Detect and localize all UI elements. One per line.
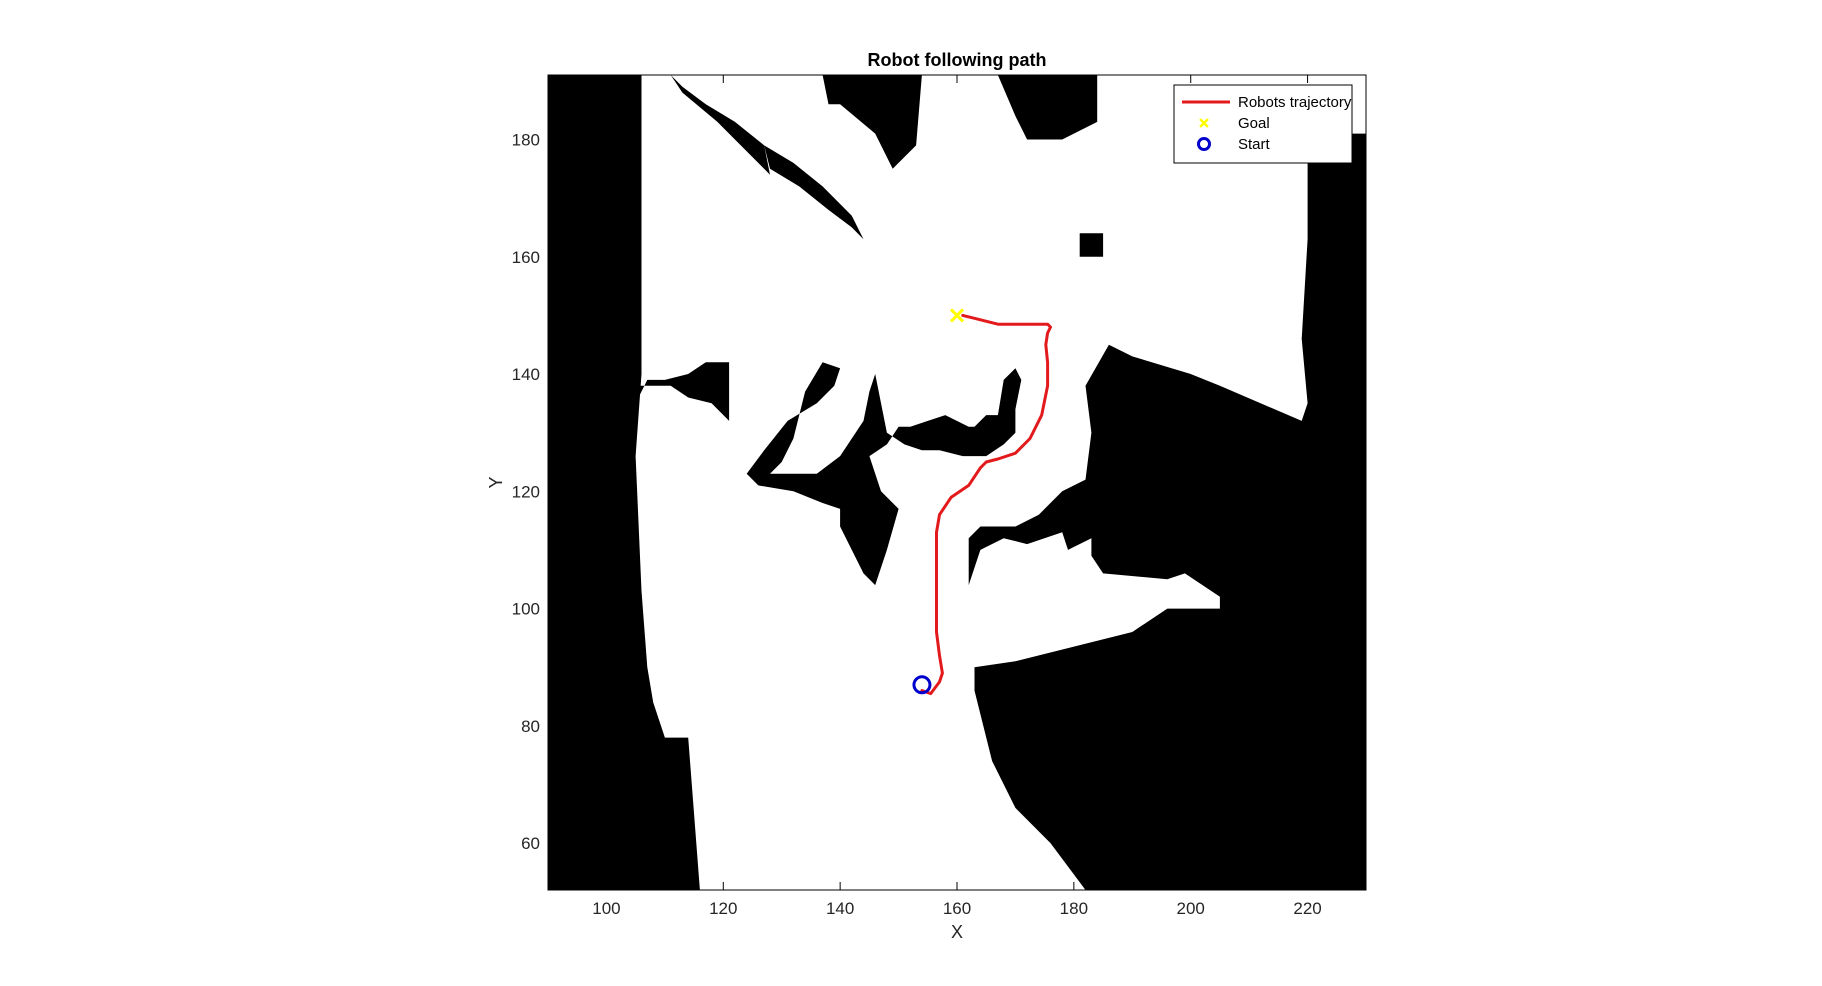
x-tick-label: 140 (826, 899, 854, 918)
obstacle-region-8 (764, 145, 864, 240)
chart-title: Robot following path (868, 50, 1047, 70)
legend-label: Goal (1238, 115, 1270, 132)
trajectory-line (920, 313, 1052, 696)
x-axis: 100 120 140 160 180 200 220 (592, 75, 1322, 918)
occupancy-map (548, 75, 1366, 890)
plot-area (547, 74, 1367, 891)
x-tick-label: 180 (1060, 899, 1088, 918)
legend-x-icon (1199, 118, 1209, 128)
legend-circle-icon (1197, 137, 1211, 151)
start-marker (912, 675, 932, 695)
obstacle-region-6 (746, 362, 1022, 586)
obstacle-region-2 (997, 75, 1098, 140)
obstacle-region-0 (548, 75, 700, 890)
y-tick-label: 80 (521, 717, 540, 736)
x-tick-label: 160 (943, 899, 971, 918)
y-tick-label: 140 (512, 365, 540, 384)
legend-label: Robots trajectory (1238, 94, 1352, 111)
obstacle-region-5 (635, 362, 730, 421)
legend-label: Start (1238, 136, 1271, 153)
y-axis-label: Y (486, 476, 506, 488)
series-layer (912, 308, 1052, 696)
y-axis: 60 80 100 120 140 160 180 (512, 130, 1366, 853)
x-tick-label: 220 (1293, 899, 1321, 918)
x-tick-label: 100 (592, 899, 620, 918)
y-tick-label: 160 (512, 248, 540, 267)
obstacle-region-1 (822, 75, 922, 169)
goal-marker (949, 308, 965, 323)
legend: Robots trajectory Goal Start (1173, 84, 1353, 164)
obstacle-region-7 (670, 75, 770, 175)
y-tick-label: 100 (512, 600, 540, 619)
y-tick-label: 180 (512, 130, 540, 149)
x-tick-label: 200 (1177, 899, 1205, 918)
obstacle-region-9 (1079, 233, 1104, 257)
y-tick-label: 120 (512, 482, 540, 501)
obstacle-region-3 (968, 75, 1366, 890)
y-tick-label: 60 (521, 834, 540, 853)
x-axis-label: X (951, 922, 963, 942)
x-tick-label: 120 (709, 899, 737, 918)
